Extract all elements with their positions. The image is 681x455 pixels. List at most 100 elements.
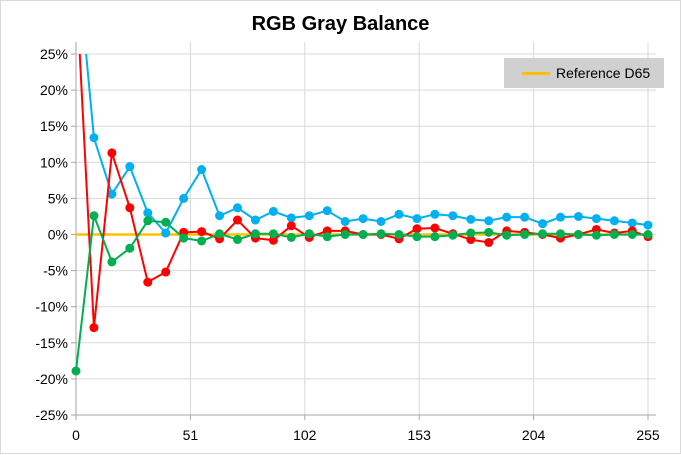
blue-series-point xyxy=(322,206,332,216)
blue-series-point xyxy=(107,189,117,199)
red-series-point xyxy=(107,148,117,158)
x-tick-label: 153 xyxy=(408,427,432,443)
green-series-point xyxy=(233,235,243,245)
blue-series-point xyxy=(233,203,243,213)
y-tick-label: 25% xyxy=(40,46,68,62)
green-series-point xyxy=(412,232,422,242)
blue-series-point xyxy=(502,212,512,222)
red-series-point xyxy=(268,235,278,245)
y-tick-label: 5% xyxy=(48,190,68,206)
blue-series-point xyxy=(250,215,260,225)
green-series-point xyxy=(448,230,458,240)
chart-title: RGB Gray Balance xyxy=(251,13,430,35)
green-series-point xyxy=(250,229,260,239)
legend-swatch-reference xyxy=(522,71,550,75)
blue-series-point xyxy=(286,213,296,223)
green-series-point xyxy=(591,230,601,240)
legend-label-reference: Reference D65 xyxy=(556,65,651,81)
green-series-point xyxy=(609,230,619,239)
x-tick-label: 0 xyxy=(72,427,80,443)
blue-series-point xyxy=(304,211,314,221)
blue-series-point xyxy=(643,220,653,230)
green-series-point xyxy=(71,366,81,376)
blue-series-point xyxy=(591,214,601,224)
green-series-point xyxy=(520,230,530,239)
green-series-point xyxy=(394,230,404,239)
green-series-point xyxy=(340,230,350,239)
green-series-point xyxy=(358,230,368,239)
blue-series-point xyxy=(627,218,637,228)
green-series-point xyxy=(322,232,332,242)
blue-series-point xyxy=(538,219,548,229)
green-series-point xyxy=(304,229,314,239)
green-series-point xyxy=(502,230,512,240)
green-series-point xyxy=(430,232,440,242)
red-series-point xyxy=(197,227,207,237)
x-tick-label: 255 xyxy=(636,427,660,443)
blue-series-point xyxy=(143,208,153,218)
x-tick-label: 204 xyxy=(522,427,546,443)
blue-series-point xyxy=(430,209,440,219)
red-series-point xyxy=(143,277,153,287)
y-tick-label: 10% xyxy=(40,154,68,170)
y-tick-label: 20% xyxy=(40,82,68,98)
blue-series-point xyxy=(609,216,619,226)
red-series-point xyxy=(233,215,243,225)
green-series-point xyxy=(484,227,494,237)
blue-series-point xyxy=(89,133,99,143)
x-tick-label: 51 xyxy=(183,427,199,443)
blue-series-point xyxy=(573,211,583,221)
y-tick-label: -15% xyxy=(35,335,68,351)
blue-series-point xyxy=(484,216,494,226)
red-series-point xyxy=(161,267,171,277)
green-series-point xyxy=(268,229,278,239)
green-series-point xyxy=(197,236,207,246)
y-tick-label: 15% xyxy=(40,118,68,134)
green-series-point xyxy=(573,230,583,239)
green-series-point xyxy=(107,257,117,267)
red-series-point xyxy=(430,223,440,233)
red-series-point xyxy=(412,224,422,234)
green-series-point xyxy=(125,243,135,253)
blue-series-point xyxy=(340,217,350,227)
green-series-point xyxy=(161,217,171,227)
blue-series-point xyxy=(268,206,278,216)
green-series-point xyxy=(215,229,225,239)
y-tick-label: -25% xyxy=(35,407,68,423)
green-series-point xyxy=(643,230,653,239)
green-series-point xyxy=(466,228,476,238)
green-series-point xyxy=(179,233,189,243)
red-series-point xyxy=(466,235,476,245)
blue-series-point xyxy=(376,217,386,227)
blue-series-point xyxy=(125,162,135,172)
y-tick-label: 0% xyxy=(48,227,68,243)
red-series-point xyxy=(125,203,135,213)
blue-series-point xyxy=(466,214,476,224)
green-series-point xyxy=(143,216,153,226)
blue-series-point xyxy=(179,193,189,203)
y-tick-label: -10% xyxy=(35,299,68,315)
blue-series-point xyxy=(556,212,566,222)
blue-series-point xyxy=(197,165,207,175)
green-series-point xyxy=(89,211,99,221)
red-series-point xyxy=(89,323,99,333)
blue-series-point xyxy=(448,211,458,221)
green-series-point xyxy=(556,229,566,239)
blue-series-point xyxy=(161,228,171,238)
blue-series-point xyxy=(358,214,368,224)
y-tick-label: -5% xyxy=(43,263,68,279)
blue-series-point xyxy=(394,209,404,219)
red-series-point xyxy=(484,237,494,247)
blue-series-point xyxy=(520,212,530,222)
x-tick-label: 102 xyxy=(293,427,317,443)
blue-series-point xyxy=(215,211,225,221)
red-series-point xyxy=(286,221,296,231)
red-series-line xyxy=(78,54,649,328)
green-series-point xyxy=(538,229,548,239)
green-series-point xyxy=(627,230,637,239)
blue-series-point xyxy=(412,214,422,224)
green-series-point xyxy=(286,232,296,242)
y-tick-label: -20% xyxy=(35,371,68,387)
